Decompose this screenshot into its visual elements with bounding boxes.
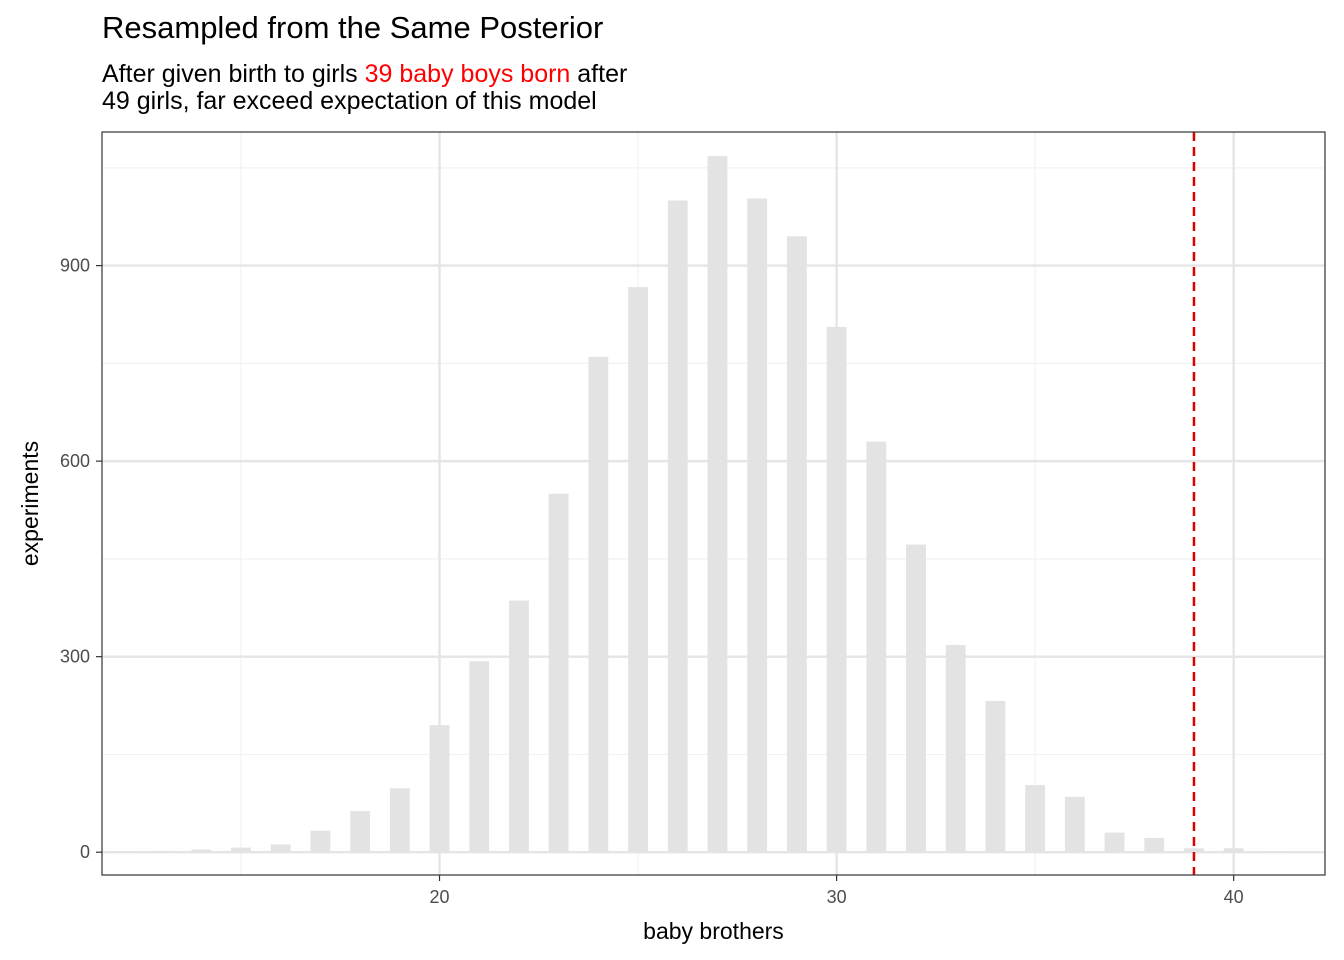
bar — [1263, 851, 1284, 853]
bar — [1144, 837, 1165, 853]
x-tick-label: 20 — [430, 887, 450, 907]
bar — [429, 725, 450, 853]
bar — [826, 326, 847, 853]
bar — [270, 844, 291, 853]
plot-panel-border — [101, 131, 1326, 876]
bar — [1064, 796, 1085, 853]
bar — [310, 830, 331, 853]
bar — [1223, 848, 1244, 853]
subtitle-line-2: 49 girls, far exceed expectation of this… — [102, 87, 597, 115]
bar — [1104, 832, 1125, 853]
bar — [667, 200, 688, 853]
x-tick-label: 30 — [827, 887, 847, 907]
bar — [191, 849, 212, 853]
x-axis-title: baby brothers — [643, 918, 784, 944]
bar — [786, 236, 807, 853]
bar — [469, 661, 490, 853]
bar — [866, 441, 887, 853]
bar — [548, 493, 569, 853]
bar — [231, 847, 251, 853]
bar — [628, 287, 648, 853]
y-tick-label: 900 — [60, 256, 90, 276]
bar — [350, 811, 371, 853]
bar — [985, 700, 1006, 853]
bar — [151, 850, 172, 853]
subtitle-text: After given birth to girls — [102, 60, 365, 88]
subtitle-text-after: after — [570, 60, 628, 88]
chart-subtitle: After given birth to girls 39 baby boys … — [102, 61, 627, 115]
x-tick-label: 40 — [1224, 887, 1244, 907]
bar — [588, 356, 609, 853]
bar — [707, 156, 728, 853]
bars — [111, 156, 1284, 853]
bar — [509, 600, 529, 853]
bar — [1025, 785, 1046, 853]
bar — [389, 788, 410, 853]
bar — [747, 198, 768, 853]
y-axis: 0 300 600 900 — [60, 256, 102, 862]
y-tick-label: 600 — [60, 451, 90, 471]
chart-title: Resampled from the Same Posterior — [102, 10, 604, 45]
y-axis-title: experiments — [17, 441, 43, 566]
x-axis: 20 30 40 — [430, 875, 1244, 907]
bar — [945, 644, 966, 853]
bar — [1184, 848, 1204, 853]
bar — [111, 851, 132, 853]
subtitle-highlight: 39 baby boys born — [364, 60, 571, 88]
y-tick-label: 300 — [60, 647, 90, 667]
y-tick-label: 0 — [80, 842, 90, 862]
bar — [906, 544, 926, 853]
